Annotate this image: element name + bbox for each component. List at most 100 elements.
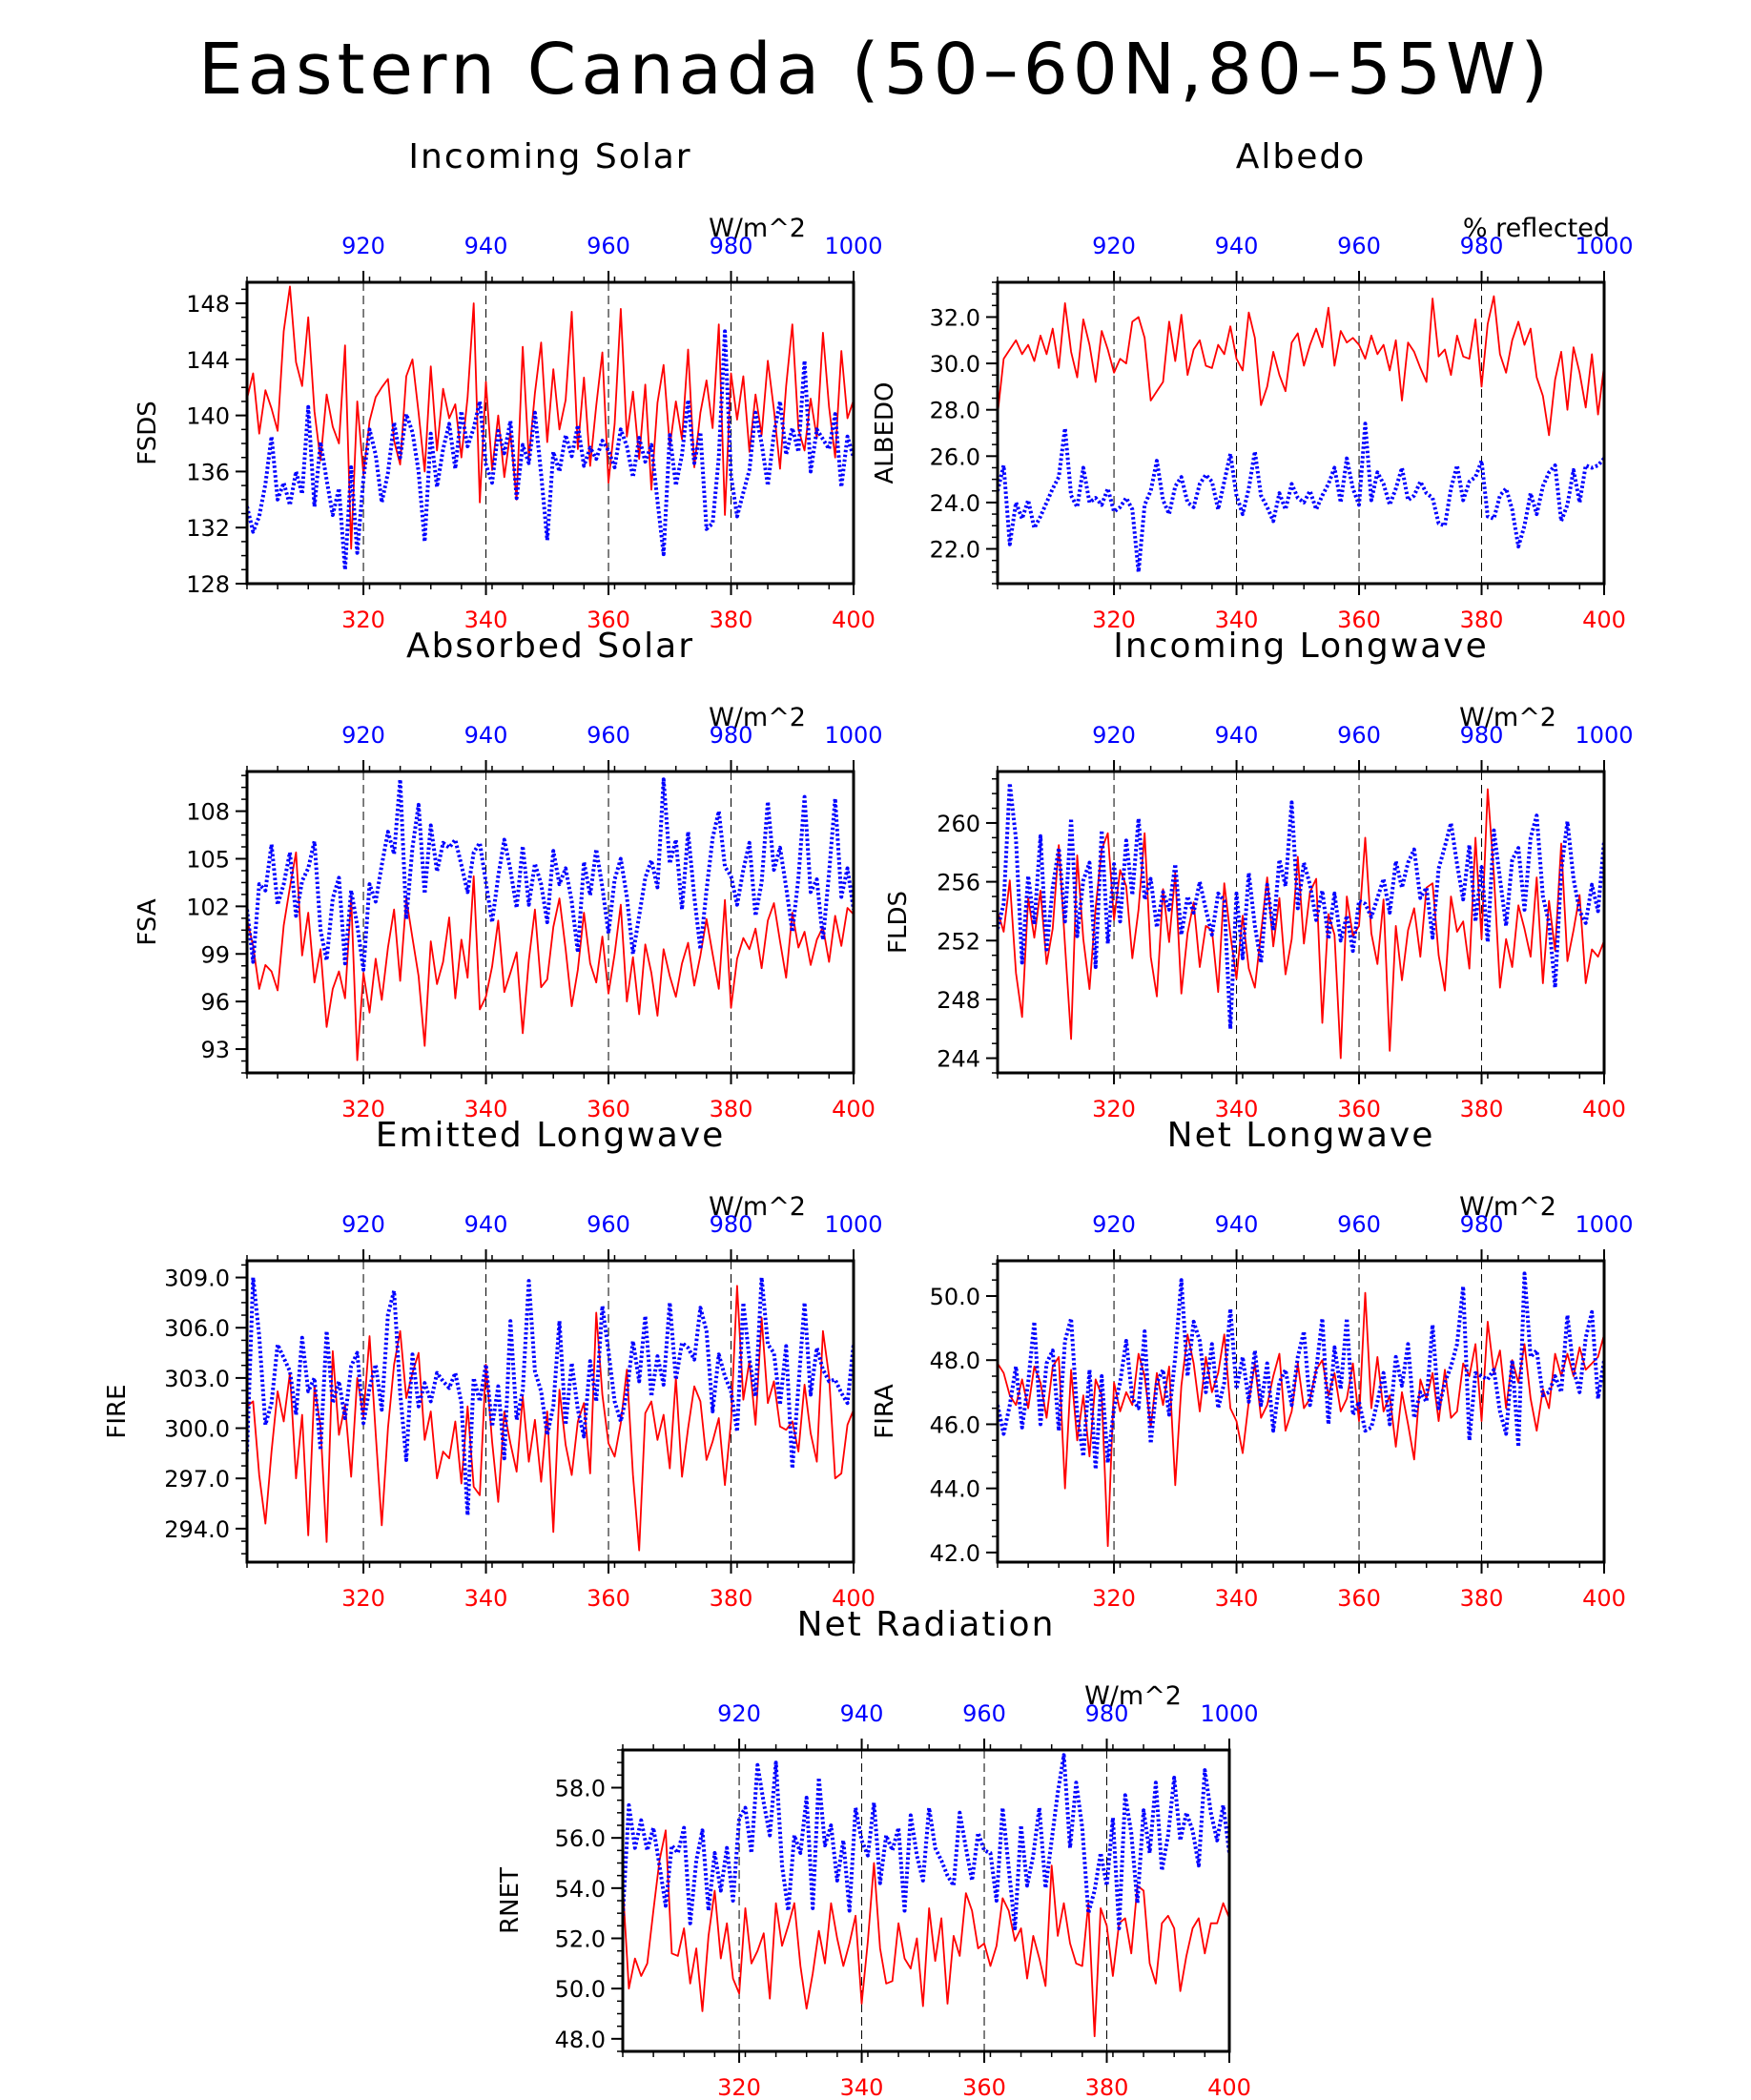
x-bottom-tick-label: 380	[710, 607, 753, 633]
x-bottom-tick-label: 320	[341, 607, 385, 633]
y-tick-label: 52.0	[555, 1926, 606, 1953]
units-label: W/m^2	[1459, 703, 1556, 732]
x-top-tick-label: 980	[1460, 722, 1504, 749]
x-top-tick-label: 920	[341, 722, 385, 749]
x-top-tick-label: 940	[840, 1700, 884, 1727]
units-label: W/m^2	[1459, 1192, 1556, 1222]
series-line-red	[247, 1285, 854, 1552]
x-top-tick-label: 1000	[824, 233, 882, 259]
series-line-red	[623, 1829, 1229, 2038]
x-top-tick-label: 980	[710, 722, 753, 749]
y-tick-label: 300.0	[164, 1416, 230, 1443]
x-top-tick-label: 940	[464, 1211, 508, 1238]
x-bottom-tick-label: 340	[840, 2074, 884, 2100]
x-top-tick-label: 920	[1092, 233, 1136, 259]
x-bottom-tick-label: 400	[832, 1585, 876, 1612]
x-top-tick-label: 980	[710, 233, 753, 259]
x-top-tick-label: 940	[464, 722, 508, 749]
x-bottom-tick-label: 340	[464, 1585, 508, 1612]
panel-fire: Emitted Longwave W/m^2 294.0 297.0 300.0 303.…	[103, 1116, 883, 1612]
series-line-red	[998, 788, 1604, 1060]
y-tick-label: 58.0	[555, 1776, 606, 1802]
chart-title: Net Radiation	[797, 1605, 1056, 1644]
series-line-blue	[998, 422, 1604, 574]
x-top-tick-label: 960	[962, 1700, 1006, 1727]
x-bottom-tick-label: 320	[341, 1585, 385, 1612]
series-line-blue	[998, 1271, 1604, 1472]
x-bottom-tick-label: 380	[1085, 2074, 1129, 2100]
x-top-tick-label: 940	[1215, 1211, 1259, 1238]
y-tick-label: 148	[186, 291, 230, 318]
chart-title: Net Longwave	[1167, 1116, 1435, 1155]
x-top-tick-label: 1000	[1575, 233, 1633, 259]
x-bottom-tick-label: 320	[1092, 607, 1136, 633]
x-top-tick-label: 960	[587, 1211, 630, 1238]
x-bottom-tick-label: 400	[1207, 2074, 1251, 2100]
x-bottom-tick-label: 380	[1460, 607, 1504, 633]
y-tick-label: 128	[186, 571, 230, 598]
y-tick-label: 297.0	[164, 1466, 230, 1493]
y-tick-label: 140	[186, 403, 230, 430]
units-label: W/m^2	[709, 214, 806, 243]
x-top-tick-label: 920	[341, 1211, 385, 1238]
chart-title: Incoming Solar	[408, 137, 691, 176]
x-top-tick-label: 920	[341, 233, 385, 259]
x-top-tick-label: 960	[587, 722, 630, 749]
x-bottom-tick-label: 340	[464, 607, 508, 633]
y-tick-label: 96	[200, 989, 230, 1016]
y-tick-label: 248	[937, 987, 980, 1014]
x-bottom-tick-label: 360	[962, 2074, 1006, 2100]
panel-rnet: Net Radiation W/m^2 48.0 50.0 52.0 54.0 56.0 58…	[496, 1605, 1259, 2100]
x-top-tick-label: 1000	[1200, 1700, 1258, 1727]
series-line-blue	[998, 781, 1604, 1031]
y-axis-label: ALBEDO	[871, 381, 899, 484]
x-top-tick-label: 960	[1337, 1211, 1381, 1238]
units-label: W/m^2	[709, 1192, 806, 1222]
x-top-tick-label: 980	[710, 1211, 753, 1238]
y-tick-label: 56.0	[555, 1825, 606, 1852]
x-bottom-tick-label: 320	[341, 1096, 385, 1122]
x-bottom-tick-label: 340	[1215, 1096, 1259, 1122]
y-tick-label: 136	[186, 459, 230, 485]
x-top-tick-label: 960	[587, 233, 630, 259]
y-axis-label: FIRA	[871, 1384, 899, 1439]
y-tick-label: 294.0	[164, 1516, 230, 1543]
x-bottom-tick-label: 340	[1215, 607, 1259, 633]
x-top-tick-label: 1000	[1575, 722, 1633, 749]
y-tick-label: 108	[186, 799, 230, 826]
plot-frame	[996, 280, 1606, 586]
x-top-tick-label: 940	[464, 233, 508, 259]
x-top-tick-label: 1000	[824, 722, 882, 749]
y-tick-label: 30.0	[930, 351, 980, 378]
x-top-tick-label: 940	[1215, 233, 1259, 259]
x-bottom-tick-label: 340	[1215, 1585, 1259, 1612]
x-top-tick-label: 1000	[1575, 1211, 1633, 1238]
plot-frame	[245, 1259, 855, 1564]
y-tick-label: 42.0	[930, 1540, 980, 1567]
y-tick-label: 46.0	[930, 1411, 980, 1438]
panel-fira: Net Longwave W/m^2 42.0 44.0 46.0 48.0 50.0 FIR…	[871, 1116, 1634, 1612]
units-label: % reflected	[1463, 214, 1610, 243]
plot-frame	[996, 1259, 1606, 1564]
series-line-blue	[247, 329, 854, 572]
plot-frame	[245, 280, 855, 586]
y-tick-label: 99	[200, 941, 230, 968]
y-tick-label: 256	[937, 870, 980, 896]
y-tick-label: 252	[937, 928, 980, 955]
y-tick-label: 32.0	[930, 304, 980, 331]
y-tick-label: 93	[200, 1037, 230, 1063]
chart-title: Absorbed Solar	[406, 627, 694, 666]
x-bottom-tick-label: 360	[1337, 1096, 1381, 1122]
chart-title: Incoming Longwave	[1113, 627, 1489, 666]
y-tick-label: 260	[937, 811, 980, 837]
y-tick-label: 54.0	[555, 1876, 606, 1903]
x-top-tick-label: 920	[1092, 1211, 1136, 1238]
plot-frame	[245, 770, 855, 1075]
series-line-blue	[247, 777, 854, 972]
x-bottom-tick-label: 360	[587, 607, 630, 633]
y-axis-label: FSDS	[134, 401, 162, 465]
x-bottom-tick-label: 320	[717, 2074, 761, 2100]
y-axis-label: FLDS	[884, 891, 913, 954]
x-bottom-tick-label: 360	[1337, 1585, 1381, 1612]
